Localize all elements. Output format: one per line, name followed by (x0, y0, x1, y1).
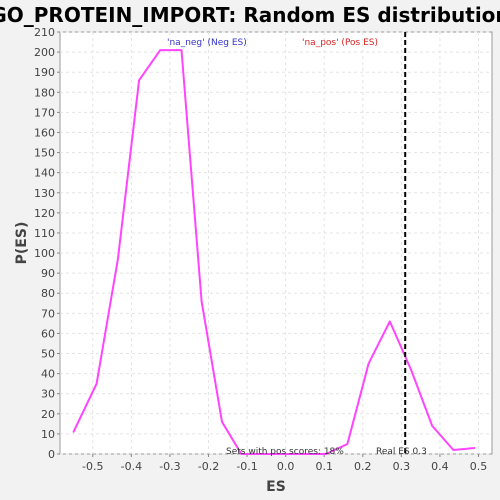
y-tick-label: 0 (48, 448, 55, 461)
data-point (200, 300, 203, 303)
x-tick-label: 0.3 (393, 460, 411, 473)
data-point (431, 425, 434, 427)
x-tick-label: -0.4 (121, 460, 142, 473)
legend-neg: 'na_neg' (Neg ES) (167, 38, 247, 48)
data-point (180, 49, 183, 51)
y-axis-ticks: 0 10 20 30 40 50 60 70 80 90 100 110 120 130 140 150 160… (34, 26, 60, 461)
x-tick-label: 0.0 (277, 460, 295, 473)
y-tick-label: 120 (34, 207, 55, 220)
y-axis-label: P(ES) (14, 222, 30, 265)
data-point (473, 447, 476, 449)
data-point (346, 443, 349, 445)
y-tick-label: 150 (34, 147, 55, 160)
y-tick-label: 10 (41, 428, 55, 441)
grid-lines (60, 31, 492, 455)
x-tick-label: -0.2 (198, 460, 219, 473)
y-tick-label: 80 (41, 287, 55, 300)
data-point (138, 79, 140, 82)
data-point (367, 362, 370, 365)
y-tick-label: 130 (34, 187, 55, 200)
data-point (72, 431, 75, 433)
y-tick-label: 40 (41, 368, 55, 381)
x-tick-label: 0.4 (431, 460, 449, 473)
data-point (95, 382, 98, 385)
y-tick-label: 190 (34, 66, 55, 79)
plot-area (59, 31, 493, 455)
y-tick-label: 110 (34, 227, 55, 240)
x-tick-label: -0.3 (159, 460, 180, 473)
y-tick-label: 160 (34, 126, 55, 139)
x-axis-label: ES (266, 479, 286, 495)
data-point (325, 453, 327, 455)
x-tick-label: 0.5 (470, 460, 488, 473)
y-tick-label: 170 (34, 106, 55, 119)
y-tick-label: 210 (34, 26, 55, 39)
x-tick-label: 0.1 (315, 460, 333, 473)
chart-title: GO_PROTEIN_IMPORT: Random ES distributio… (0, 3, 500, 27)
legend-pos: 'na_pos' (Pos ES) (302, 38, 378, 48)
data-point (282, 453, 285, 455)
series-line (72, 49, 475, 455)
data-point (304, 453, 306, 455)
data-point (159, 49, 162, 51)
data-point (221, 421, 223, 423)
data-point (388, 320, 391, 323)
y-tick-label: 90 (41, 267, 55, 280)
y-tick-label: 180 (34, 86, 55, 99)
x-axis-ticks: -0.5 -0.4 -0.3 -0.2 -0.1 0.0 0.1 0.2 0.3 0.4 0.5 (82, 454, 487, 473)
x-tick-label: -0.1 (236, 460, 257, 473)
data-point (117, 258, 119, 260)
y-tick-label: 200 (34, 46, 55, 59)
y-tick-label: 60 (41, 327, 55, 340)
y-tick-label: 30 (41, 388, 55, 401)
real-es-annotation: Real ES 0.3 (376, 447, 427, 457)
y-tick-label: 20 (41, 408, 55, 421)
y-tick-label: 100 (34, 247, 55, 260)
x-tick-label: -0.5 (82, 460, 103, 473)
data-point (452, 449, 455, 451)
pos-scores-annotation: Sets with pos scores: 18% (226, 447, 344, 457)
y-tick-label: 140 (34, 167, 55, 180)
data-point (410, 368, 412, 371)
x-tick-label: 0.2 (354, 460, 372, 473)
series-group (72, 49, 476, 455)
data-point (261, 453, 264, 455)
data-point (240, 453, 243, 455)
y-tick-label: 70 (41, 307, 55, 320)
y-tick-label: 50 (41, 348, 55, 361)
